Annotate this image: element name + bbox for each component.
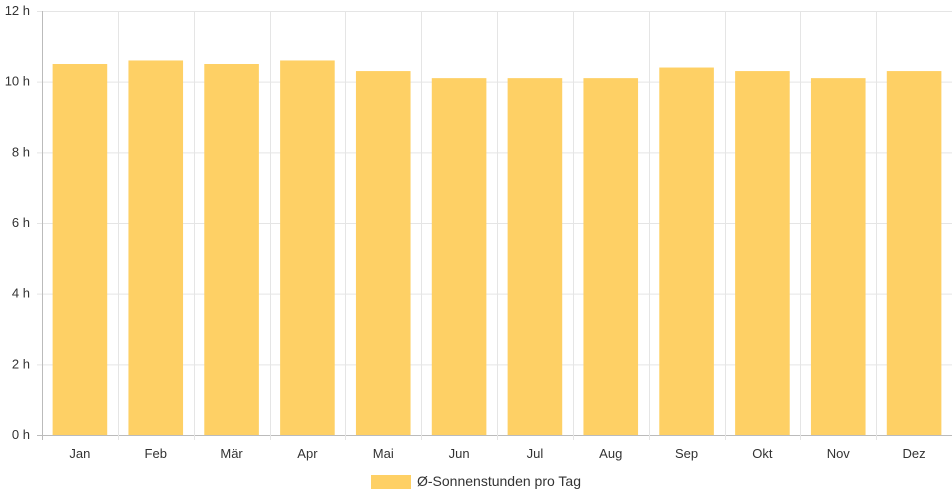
bar-Aug[interactable]: [583, 78, 639, 435]
legend-label[interactable]: Ø-Sonnenstunden pro Tag: [417, 473, 581, 489]
y-tick-label: 10 h: [5, 74, 30, 89]
y-tick-label: 8 h: [12, 144, 30, 159]
bar-Jul[interactable]: [507, 78, 563, 435]
y-tick-label: 2 h: [12, 356, 30, 371]
y-axis-ticks: 0 h 2 h 4 h 6 h 8 h 10 h 12 h: [5, 3, 30, 442]
bar-Dez[interactable]: [886, 71, 942, 436]
bar-Feb[interactable]: [128, 60, 184, 435]
bar-Jun[interactable]: [431, 78, 487, 435]
y-tick-label: 6 h: [12, 215, 30, 230]
y-tick-label: 0 h: [12, 427, 30, 442]
bar-Okt[interactable]: [735, 71, 790, 436]
bars: [52, 60, 942, 436]
x-tick-label: Nov: [827, 446, 851, 461]
x-tick-label: Mär: [220, 446, 243, 461]
x-tick-label: Feb: [145, 446, 167, 461]
bar-Mai[interactable]: [355, 71, 411, 436]
bar-Apr[interactable]: [280, 60, 335, 435]
bar-Sep[interactable]: [659, 67, 714, 436]
bar-Jan[interactable]: [52, 64, 108, 435]
x-tick-label: Apr: [297, 446, 318, 461]
x-tick-label: Aug: [599, 446, 622, 461]
x-tick-label: Jan: [69, 446, 90, 461]
x-tick-label: Sep: [675, 446, 698, 461]
x-tick-label: Jun: [449, 446, 470, 461]
y-tick-label: 4 h: [12, 286, 30, 301]
grid-lines: [37, 11, 952, 440]
x-tick-label: Dez: [903, 446, 926, 461]
x-tick-label: Mai: [373, 446, 394, 461]
y-tick-label: 12 h: [5, 3, 30, 18]
legend[interactable]: Ø-Sonnenstunden pro Tag: [371, 473, 581, 489]
x-tick-label: Jul: [527, 446, 544, 461]
legend-swatch[interactable]: [371, 475, 411, 489]
bar-Nov[interactable]: [810, 78, 866, 435]
bar-Mär[interactable]: [204, 64, 259, 435]
x-tick-label: Okt: [752, 446, 773, 461]
x-axis-ticks: Jan Feb Mär Apr Mai Jun Jul Aug Sep Okt Nov Dez: [69, 446, 925, 461]
